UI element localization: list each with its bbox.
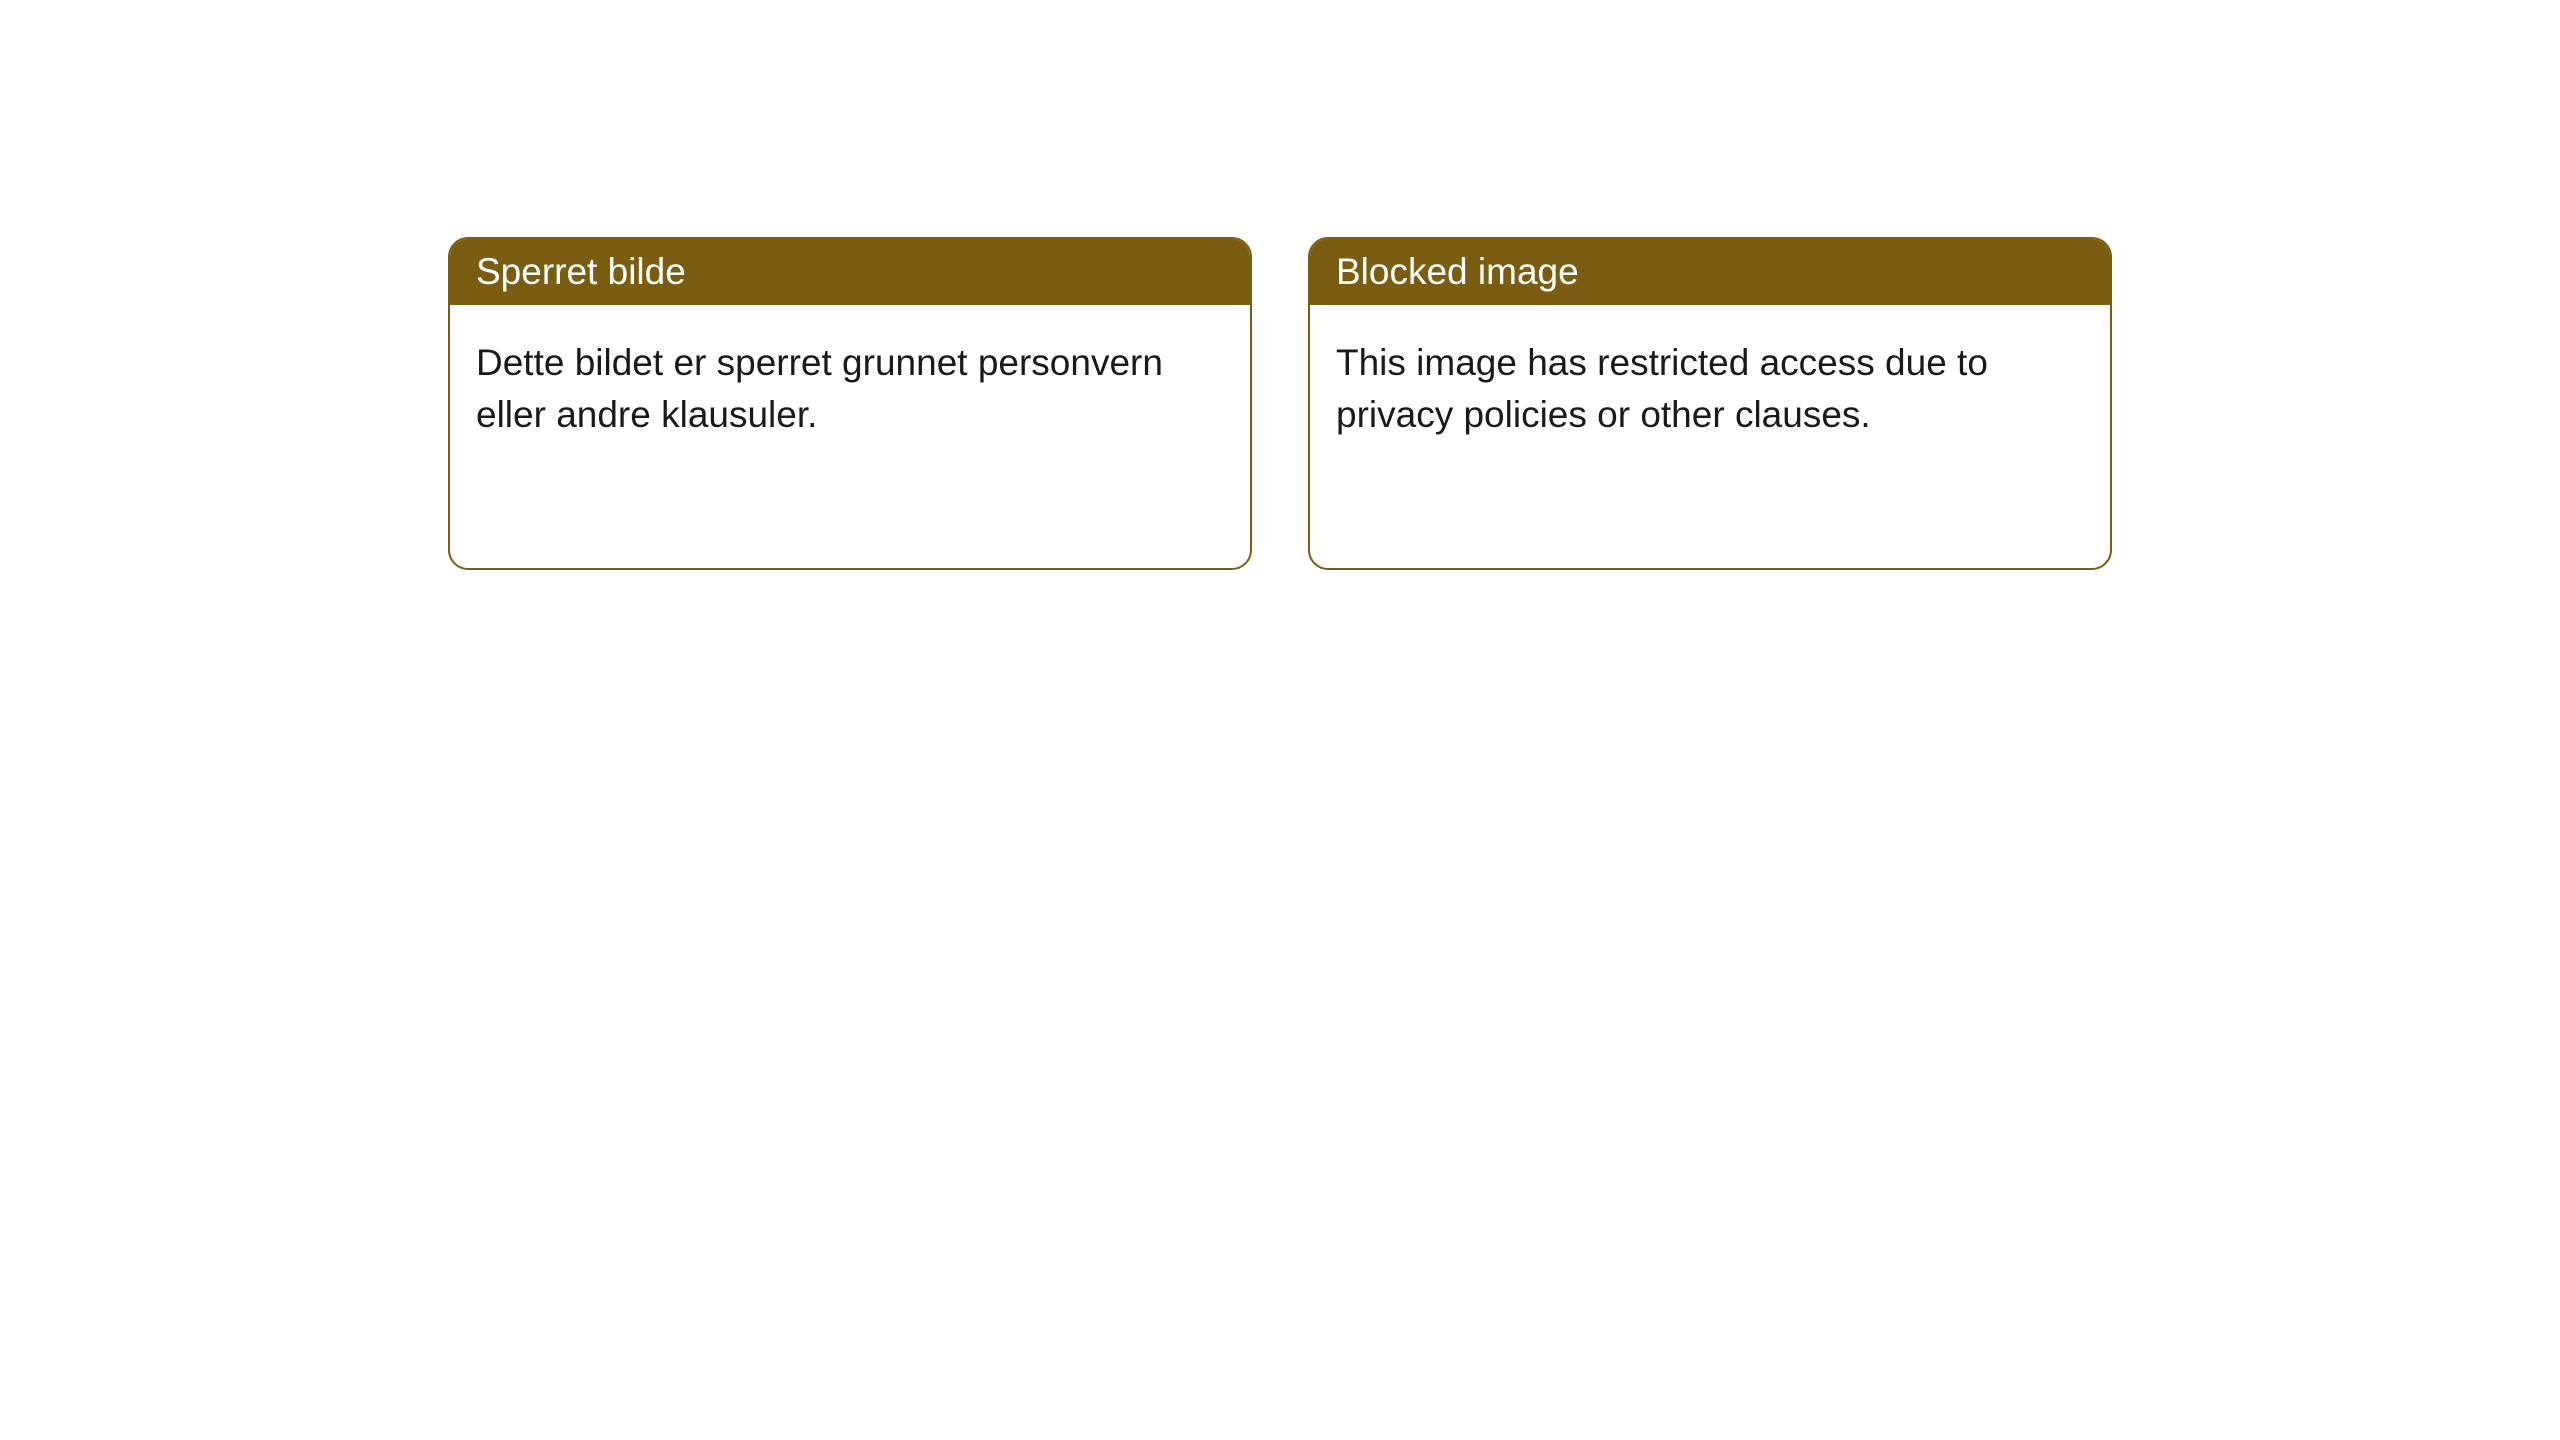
notice-container: Sperret bilde Dette bildet er sperret gr… — [0, 0, 2560, 570]
notice-title-norwegian: Sperret bilde — [450, 239, 1250, 305]
notice-card-norwegian: Sperret bilde Dette bildet er sperret gr… — [448, 237, 1252, 570]
notice-card-english: Blocked image This image has restricted … — [1308, 237, 2112, 570]
notice-title-english: Blocked image — [1310, 239, 2110, 305]
notice-body-english: This image has restricted access due to … — [1310, 305, 2110, 473]
notice-body-norwegian: Dette bildet er sperret grunnet personve… — [450, 305, 1250, 473]
